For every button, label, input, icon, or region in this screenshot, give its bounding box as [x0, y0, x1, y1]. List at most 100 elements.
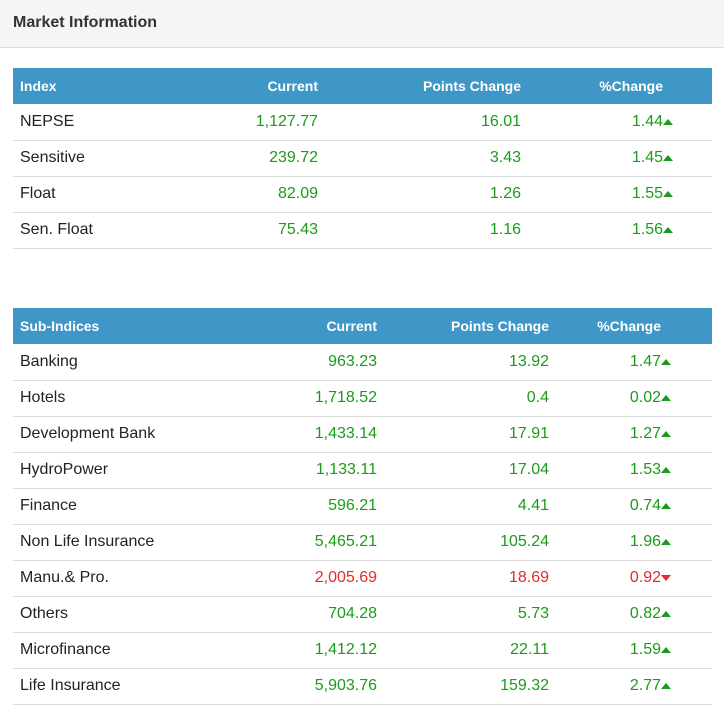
- row-pct-change: 1.56: [521, 212, 663, 249]
- row-pct-change: 0.92: [549, 560, 661, 597]
- row-points-change: 4.41: [377, 488, 549, 525]
- table-row: NEPSE 1,127.77 16.01 1.44: [13, 104, 712, 141]
- col-header-points-change: Points Change: [377, 308, 549, 344]
- row-current: 1,133.11: [213, 452, 377, 489]
- col-header-current: Current: [213, 308, 377, 344]
- triangle-down-icon: [661, 574, 671, 581]
- row-name: Microfinance: [13, 632, 213, 669]
- row-points-change: 18.69: [377, 560, 549, 597]
- row-points-change: 5.73: [377, 596, 549, 633]
- table-row: Hotels 1,718.52 0.4 0.02: [13, 380, 712, 417]
- row-pct-change: 0.82: [549, 596, 661, 633]
- row-points-change: 17.91: [377, 416, 549, 453]
- page-title: Market Information: [13, 13, 158, 31]
- row-points-change: 22.11: [377, 632, 549, 669]
- triangle-up-icon: [661, 610, 671, 617]
- row-current: 1,718.52: [213, 380, 377, 417]
- table-row: Float 82.09 1.26 1.55: [13, 176, 712, 213]
- table-row: Sen. Float 75.43 1.16 1.56: [13, 212, 712, 249]
- triangle-up-icon: [663, 118, 673, 125]
- table-row: Manu.& Pro. 2,005.69 18.69 0.92: [13, 560, 712, 597]
- row-points-change: 1.26: [318, 176, 521, 213]
- row-points-change: 3.43: [318, 140, 521, 177]
- col-header-points-change: Points Change: [318, 68, 521, 104]
- row-pct-change: 1.47: [549, 344, 661, 381]
- row-pct-change: 0.02: [549, 380, 661, 417]
- table-row: HydroPower 1,133.11 17.04 1.53: [13, 452, 712, 489]
- triangle-up-icon: [663, 154, 673, 161]
- row-direction: [661, 416, 712, 453]
- row-direction: [663, 140, 712, 177]
- col-header-arrow: [661, 308, 712, 344]
- sub-indices-table: Sub-Indices Current Points Change %Chang…: [13, 308, 712, 705]
- row-current: 239.72: [153, 140, 318, 177]
- col-header-arrow: [663, 68, 712, 104]
- row-current: 82.09: [153, 176, 318, 213]
- row-name: Finance: [13, 488, 213, 525]
- row-points-change: 105.24: [377, 524, 549, 561]
- row-name: Sen. Float: [13, 212, 153, 249]
- row-name: NEPSE: [13, 104, 153, 141]
- row-pct-change: 2.77: [549, 668, 661, 705]
- row-pct-change: 1.96: [549, 524, 661, 561]
- col-header-current: Current: [153, 68, 318, 104]
- table-row: Others 704.28 5.73 0.82: [13, 596, 712, 633]
- row-name: Development Bank: [13, 416, 213, 453]
- row-direction: [661, 380, 712, 417]
- row-current: 75.43: [153, 212, 318, 249]
- row-direction: [663, 212, 712, 249]
- table-row: Life Insurance 5,903.76 159.32 2.77: [13, 668, 712, 705]
- row-pct-change: 0.74: [549, 488, 661, 525]
- row-name: Sensitive: [13, 140, 153, 177]
- panel-header: Market Information: [0, 0, 724, 48]
- row-direction: [661, 632, 712, 669]
- row-name: Manu.& Pro.: [13, 560, 213, 597]
- row-current: 963.23: [213, 344, 377, 381]
- row-direction: [661, 452, 712, 489]
- table-row: Microfinance 1,412.12 22.11 1.59: [13, 632, 712, 669]
- triangle-up-icon: [661, 682, 671, 689]
- row-current: 596.21: [213, 488, 377, 525]
- row-name: Banking: [13, 344, 213, 381]
- row-points-change: 159.32: [377, 668, 549, 705]
- row-pct-change: 1.59: [549, 632, 661, 669]
- row-direction: [663, 104, 712, 141]
- row-direction: [661, 596, 712, 633]
- triangle-up-icon: [661, 502, 671, 509]
- row-pct-change: 1.44: [521, 104, 663, 141]
- triangle-up-icon: [661, 394, 671, 401]
- index-table-header: Index Current Points Change %Change: [13, 68, 712, 104]
- row-direction: [661, 488, 712, 525]
- row-direction: [661, 560, 712, 597]
- row-points-change: 16.01: [318, 104, 521, 141]
- index-table: Index Current Points Change %Change NEPS…: [13, 68, 712, 249]
- row-name: Others: [13, 596, 213, 633]
- row-points-change: 17.04: [377, 452, 549, 489]
- row-pct-change: 1.55: [521, 176, 663, 213]
- row-current: 5,903.76: [213, 668, 377, 705]
- row-points-change: 1.16: [318, 212, 521, 249]
- row-direction: [661, 668, 712, 705]
- triangle-up-icon: [663, 190, 673, 197]
- triangle-up-icon: [661, 466, 671, 473]
- row-current: 1,433.14: [213, 416, 377, 453]
- triangle-up-icon: [661, 538, 671, 545]
- table-row: Sensitive 239.72 3.43 1.45: [13, 140, 712, 177]
- row-current: 2,005.69: [213, 560, 377, 597]
- table-row: Finance 596.21 4.41 0.74: [13, 488, 712, 525]
- row-name: Life Insurance: [13, 668, 213, 705]
- row-current: 1,412.12: [213, 632, 377, 669]
- row-current: 704.28: [213, 596, 377, 633]
- row-points-change: 13.92: [377, 344, 549, 381]
- row-direction: [663, 176, 712, 213]
- row-name: Hotels: [13, 380, 213, 417]
- sub-indices-table-header: Sub-Indices Current Points Change %Chang…: [13, 308, 712, 344]
- col-header-pct-change: %Change: [549, 308, 661, 344]
- col-header-pct-change: %Change: [521, 68, 663, 104]
- table-row: Banking 963.23 13.92 1.47: [13, 344, 712, 381]
- row-direction: [661, 524, 712, 561]
- table-row: Development Bank 1,433.14 17.91 1.27: [13, 416, 712, 453]
- triangle-up-icon: [661, 430, 671, 437]
- row-direction: [661, 344, 712, 381]
- row-name: Float: [13, 176, 153, 213]
